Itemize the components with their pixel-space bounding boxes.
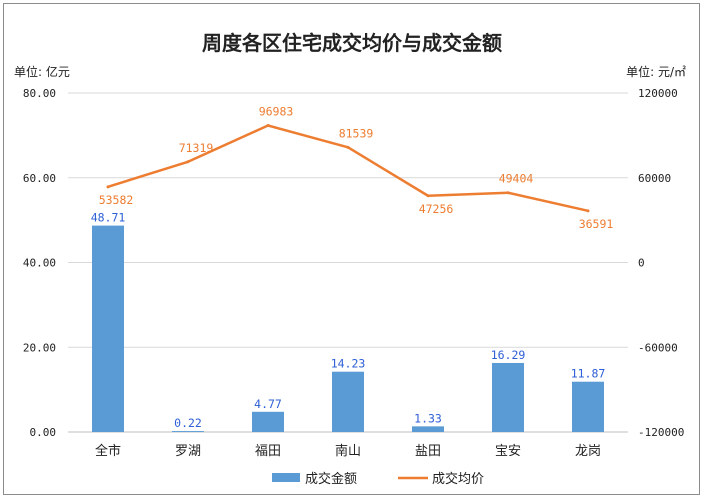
bar xyxy=(572,381,604,432)
line-point xyxy=(506,191,510,195)
line-point xyxy=(586,209,590,213)
bar-series xyxy=(92,225,604,432)
left-axis-unit: 单位: 亿元 xyxy=(14,64,70,79)
category-label: 宝安 xyxy=(495,444,521,459)
chart-title: 周度各区住宅成交均价与成交金额 xyxy=(202,31,502,55)
left-tick-label: 40.00 xyxy=(23,257,56,270)
left-tick-label: 60.00 xyxy=(23,172,56,185)
bar xyxy=(252,411,284,432)
line-point xyxy=(186,160,190,164)
bar-value-label: 11.87 xyxy=(571,367,606,381)
bar xyxy=(92,225,124,432)
line-value-label: 96983 xyxy=(259,105,294,119)
right-tick-label: -60000 xyxy=(638,341,678,354)
gridlines xyxy=(68,92,628,433)
right-axis-ticks: -120000 -60000 0 60000 120000 xyxy=(638,87,684,439)
category-label: 盐田 xyxy=(415,444,441,459)
line-value-label: 81539 xyxy=(339,126,374,140)
right-tick-label: 120000 xyxy=(638,87,678,100)
legend-swatch-bar xyxy=(272,473,300,482)
right-tick-label: 0 xyxy=(638,257,645,270)
line-value-label: 53582 xyxy=(99,193,134,207)
left-tick-label: 20.00 xyxy=(23,341,56,354)
bar xyxy=(172,431,204,432)
bar-data-labels: 48.71 0.22 4.77 14.23 1.33 16.29 11.87 xyxy=(91,211,606,430)
bar-value-label: 48.71 xyxy=(91,211,126,225)
line-value-label: 49404 xyxy=(499,172,534,186)
right-tick-label: 60000 xyxy=(638,172,671,185)
line-series xyxy=(106,124,590,213)
line-point xyxy=(266,124,270,128)
left-axis-ticks: 0.00 20.00 40.00 60.00 80.00 xyxy=(23,87,56,439)
left-tick-label: 0.00 xyxy=(30,426,57,439)
legend-label-bar: 成交金额 xyxy=(305,471,357,487)
line-value-label: 36591 xyxy=(579,217,614,231)
line-point xyxy=(346,145,350,149)
category-label: 罗湖 xyxy=(175,444,201,459)
bar xyxy=(412,426,444,432)
category-label: 龙岗 xyxy=(575,444,601,459)
right-axis-unit: 单位: 元/㎡ xyxy=(626,64,686,79)
legend-label-line: 成交均价 xyxy=(432,471,484,487)
bar xyxy=(492,362,524,432)
legend: 成交金额 成交均价 xyxy=(272,471,484,487)
category-label: 南山 xyxy=(335,443,361,459)
bar-value-label: 1.33 xyxy=(414,411,442,425)
category-labels: 全市 罗湖 福田 南山 盐田 宝安 龙岗 xyxy=(95,443,601,459)
line-value-label: 47256 xyxy=(419,202,454,216)
bar xyxy=(332,371,364,432)
bar-value-label: 14.23 xyxy=(331,357,366,371)
category-label: 全市 xyxy=(95,443,121,459)
right-tick-label: -120000 xyxy=(638,426,684,439)
bar-value-label: 16.29 xyxy=(491,348,526,362)
line-point xyxy=(106,185,110,189)
line-point xyxy=(426,194,430,198)
left-tick-label: 80.00 xyxy=(23,87,56,100)
line-value-label: 71319 xyxy=(179,141,214,155)
category-label: 福田 xyxy=(255,444,281,459)
bar-value-label: 4.77 xyxy=(254,397,282,411)
line-data-labels: 53582 71319 96983 81539 47256 49404 36591 xyxy=(99,105,614,231)
bar-value-label: 0.22 xyxy=(174,416,202,430)
